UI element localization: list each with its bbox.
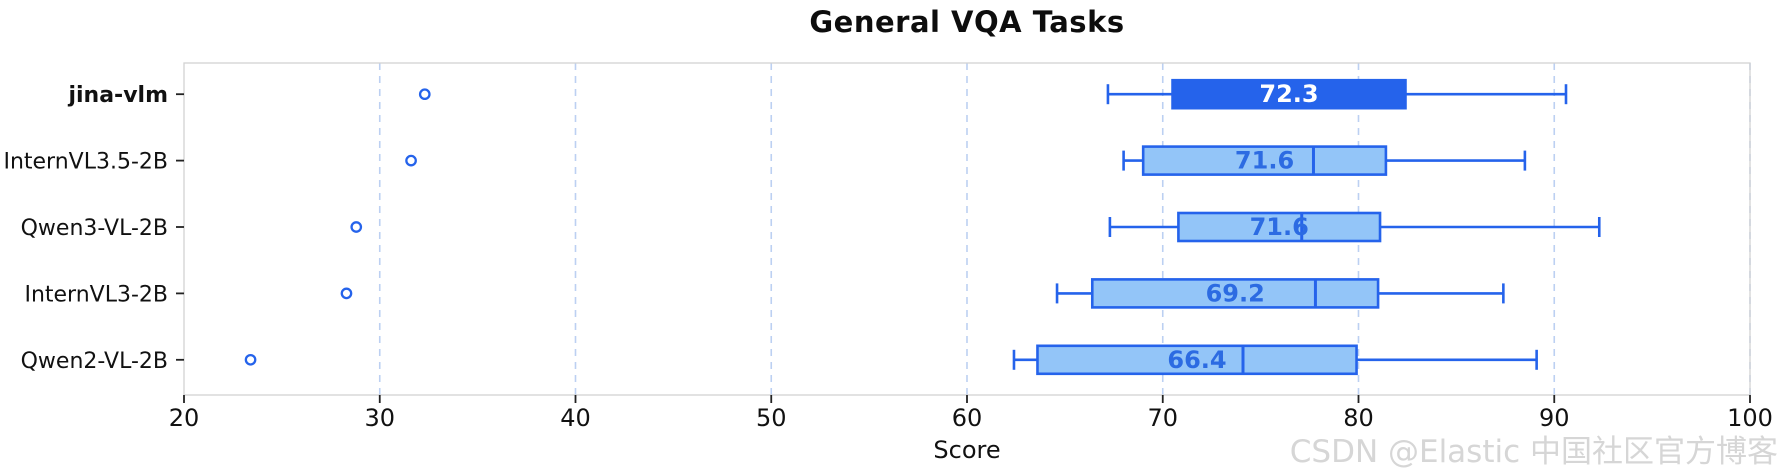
box-value-label: 72.3	[1259, 80, 1318, 108]
y-category-label: InternVL3-2B	[24, 282, 168, 307]
x-tick-label: 50	[756, 404, 787, 432]
x-tick-label: 20	[169, 404, 200, 432]
box	[1141, 145, 1388, 176]
y-category-label: jina-vlm	[67, 83, 168, 108]
x-tick-label: 60	[952, 404, 983, 432]
x-axis-label: Score	[933, 436, 1001, 464]
x-tick-label: 90	[1539, 404, 1570, 432]
chart-title: General VQA Tasks	[809, 5, 1125, 39]
x-tick-label: 100	[1727, 404, 1773, 432]
outlier-point	[418, 88, 431, 101]
box	[1177, 211, 1382, 243]
watermark: CSDN @Elastic 中国社区官方博客	[1289, 434, 1778, 470]
outlier-point	[405, 154, 417, 167]
box-value-label: 71.6	[1250, 213, 1309, 241]
y-category-label: Qwen3-VL-2B	[21, 216, 168, 241]
outlier-point	[350, 221, 363, 233]
box-value-label: 66.4	[1167, 346, 1226, 374]
box	[1036, 344, 1358, 376]
plot-frame	[183, 62, 1751, 396]
x-tick-label: 70	[1147, 404, 1178, 432]
x-tick-label: 80	[1343, 404, 1374, 432]
box	[1090, 278, 1380, 309]
y-category-label: InternVL3.5-2B	[3, 150, 168, 175]
box	[1171, 78, 1407, 110]
x-tick-label: 40	[560, 404, 591, 432]
box-value-label: 69.2	[1206, 279, 1265, 307]
outlier-point	[244, 353, 257, 366]
outlier-point	[340, 287, 353, 300]
box-value-label: 71.6	[1235, 147, 1294, 175]
y-category-label: Qwen2-VL-2B	[21, 349, 168, 374]
x-tick-label: 30	[364, 404, 395, 432]
